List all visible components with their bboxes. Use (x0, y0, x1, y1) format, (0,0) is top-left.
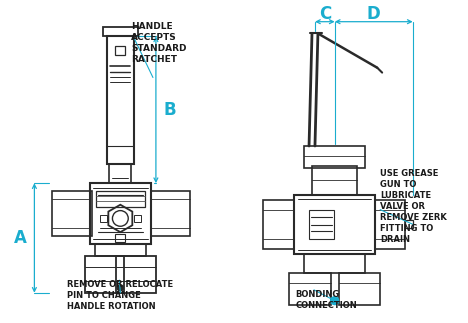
Text: USE GREASE
GUN TO
LUBRICATE
VALVE OR
REMOVE ZERK
FITTING TO
DRAIN: USE GREASE GUN TO LUBRICATE VALVE OR REM… (380, 169, 447, 244)
Bar (304, 254, 366, 273)
Bar (304, 146, 366, 168)
Text: HANDLE
ACCEPTS
STANDARD
RATCHET: HANDLE ACCEPTS STANDARD RATCHET (131, 22, 187, 64)
Bar (339, 273, 380, 305)
Text: BONDING
CONNECTION: BONDING CONNECTION (295, 290, 357, 310)
Bar (52, 191, 92, 236)
Text: REMOVE OR RELOCATE
PIN TO CHANGE
HANDLE ROTATION: REMOVE OR RELOCATE PIN TO CHANGE HANDLE … (67, 280, 173, 311)
Bar (309, 210, 334, 239)
Bar (312, 166, 358, 195)
Bar (263, 200, 294, 249)
Bar (110, 164, 131, 183)
Bar (294, 195, 375, 254)
Bar (405, 220, 413, 228)
Bar (151, 191, 190, 236)
Bar (100, 214, 107, 222)
Text: B: B (163, 101, 176, 119)
Bar (95, 244, 146, 255)
Bar (90, 183, 151, 244)
Text: D: D (367, 5, 380, 23)
Bar (102, 26, 138, 36)
Bar (116, 46, 125, 55)
Circle shape (331, 297, 339, 305)
Bar (107, 36, 134, 164)
Circle shape (117, 285, 123, 291)
Text: A: A (14, 229, 27, 247)
Bar (134, 214, 141, 222)
Bar (117, 255, 156, 293)
Bar (375, 200, 405, 249)
Bar (95, 191, 145, 207)
Bar (289, 273, 331, 305)
Bar (116, 234, 125, 242)
Bar (85, 255, 124, 293)
Text: C: C (319, 5, 331, 23)
